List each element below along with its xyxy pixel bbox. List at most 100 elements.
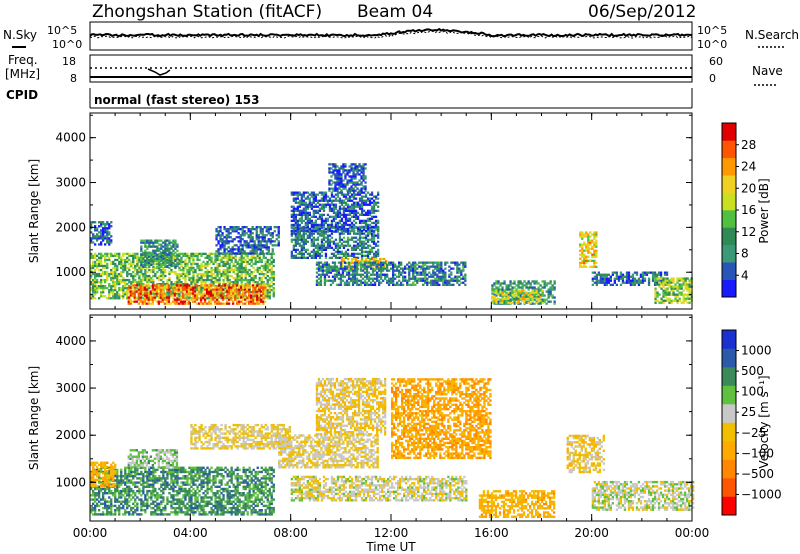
heatmap-cell: [318, 234, 322, 237]
heatmap-cell: [258, 300, 261, 303]
heatmap-cell: [200, 293, 203, 296]
heatmap-cell: [404, 275, 407, 278]
heatmap-cell: [354, 244, 358, 247]
heatmap-cell: [196, 262, 199, 266]
heatmap-cell: [261, 246, 264, 249]
heatmap-cell: [112, 281, 115, 284]
heatmap-cell: [370, 240, 374, 243]
heatmap-cell: [236, 295, 239, 298]
heatmap-cell: [308, 201, 311, 204]
heatmap-cell: [102, 237, 105, 240]
heatmap-cell: [428, 275, 431, 278]
heatmap-cell: [166, 261, 169, 264]
heatmap-cell: [595, 261, 598, 264]
heatmap-cell: [322, 207, 326, 210]
heatmap-cell: [100, 243, 103, 246]
heatmap-cell: [336, 252, 340, 255]
heatmap-cell: [527, 286, 530, 289]
heatmap-cell: [239, 252, 242, 255]
heatmap-cell: [118, 295, 121, 298]
heatmap-cell: [302, 195, 305, 198]
heatmap-cell: [342, 201, 346, 204]
heatmap-cell: [236, 300, 239, 303]
heatmap-cell: [633, 277, 637, 280]
heatmap-cell: [258, 292, 261, 295]
heatmap-cell: [164, 251, 167, 254]
heatmap-cell: [162, 241, 165, 244]
heatmap-cell: [342, 229, 346, 233]
heatmap-cell: [356, 256, 360, 259]
heatmap-cell: [228, 285, 231, 288]
heatmap-cell: [358, 199, 362, 202]
heatmap-cell: [328, 242, 332, 245]
heatmap-cell: [273, 230, 276, 233]
heatmap-cell: [615, 277, 618, 280]
heatmap-cell: [257, 242, 260, 245]
heatmap-cell: [138, 283, 141, 286]
heatmap-cell: [452, 277, 455, 280]
heatmap-cell: [348, 207, 352, 210]
heatmap-cell: [583, 241, 586, 244]
heatmap-cell: [501, 301, 504, 304]
heatmap-cell: [316, 244, 320, 247]
heatmap-cell: [222, 281, 225, 284]
heatmap-cell: [356, 183, 359, 186]
heatmap-cell: [304, 250, 307, 253]
heatmap-cell: [217, 226, 220, 229]
heatmap-cell: [505, 288, 508, 291]
heatmap-cell: [668, 281, 671, 284]
heatmap-cell: [258, 258, 261, 262]
heatmap-cell: [170, 245, 173, 248]
heatmap-cell: [509, 284, 512, 287]
heatmap-cell: [174, 263, 177, 266]
heatmap-cell: [294, 219, 297, 222]
heatmap-cell: [396, 265, 399, 268]
heatmap-cell: [243, 250, 246, 253]
heatmap-cell: [143, 294, 146, 297]
heatmap-cell: [317, 265, 321, 268]
heatmap-cell: [326, 242, 330, 245]
heatmap-cell: [139, 300, 142, 303]
heatmap-cell: [215, 292, 219, 295]
heatmap-cell: [595, 253, 598, 256]
heatmap-cell: [236, 268, 239, 272]
heatmap-cell: [292, 193, 295, 196]
heatmap-cell: [175, 284, 179, 287]
heatmap-cell: [234, 281, 237, 284]
heatmap-cell: [292, 232, 295, 235]
heatmap-cell: [142, 241, 145, 244]
heatmap-cell: [390, 263, 393, 266]
heatmap-cell: [609, 283, 612, 286]
heatmap-cell: [410, 265, 413, 268]
heatmap-cell: [392, 261, 395, 264]
heatmap-cell: [358, 183, 361, 186]
heatmap-cell: [330, 246, 334, 249]
heatmap-cell: [266, 264, 269, 268]
heatmap-cell: [127, 286, 130, 289]
heatmap-cell: [244, 264, 247, 268]
heatmap-cell: [262, 300, 265, 303]
heatmap-cell: [396, 275, 399, 278]
heatmap-cell: [134, 268, 137, 272]
heatmap-cell: [142, 265, 145, 268]
heatmap-cell: [370, 236, 374, 239]
heatmap-cell: [134, 252, 137, 255]
heatmap-cell: [106, 272, 109, 276]
heatmap-cell: [154, 239, 157, 242]
heatmap-cell: [241, 252, 244, 255]
heatmap-cell: [390, 267, 393, 270]
heatmap-cell: [310, 215, 313, 218]
heatmap-cell: [436, 269, 439, 272]
heatmap-cell: [176, 281, 179, 284]
heatmap-cell: [326, 223, 330, 227]
heatmap-cell: [207, 302, 211, 305]
heatmap-cell: [527, 293, 530, 296]
heatmap-cell: [442, 277, 445, 280]
heatmap-cell: [414, 275, 417, 278]
heatmap-cell: [339, 273, 343, 276]
heatmap-cell: [354, 252, 358, 255]
heatmap-cell: [182, 283, 185, 286]
heatmap-cell: [272, 287, 275, 290]
heatmap-cell: [122, 264, 125, 268]
heatmap-cell: [152, 251, 155, 254]
